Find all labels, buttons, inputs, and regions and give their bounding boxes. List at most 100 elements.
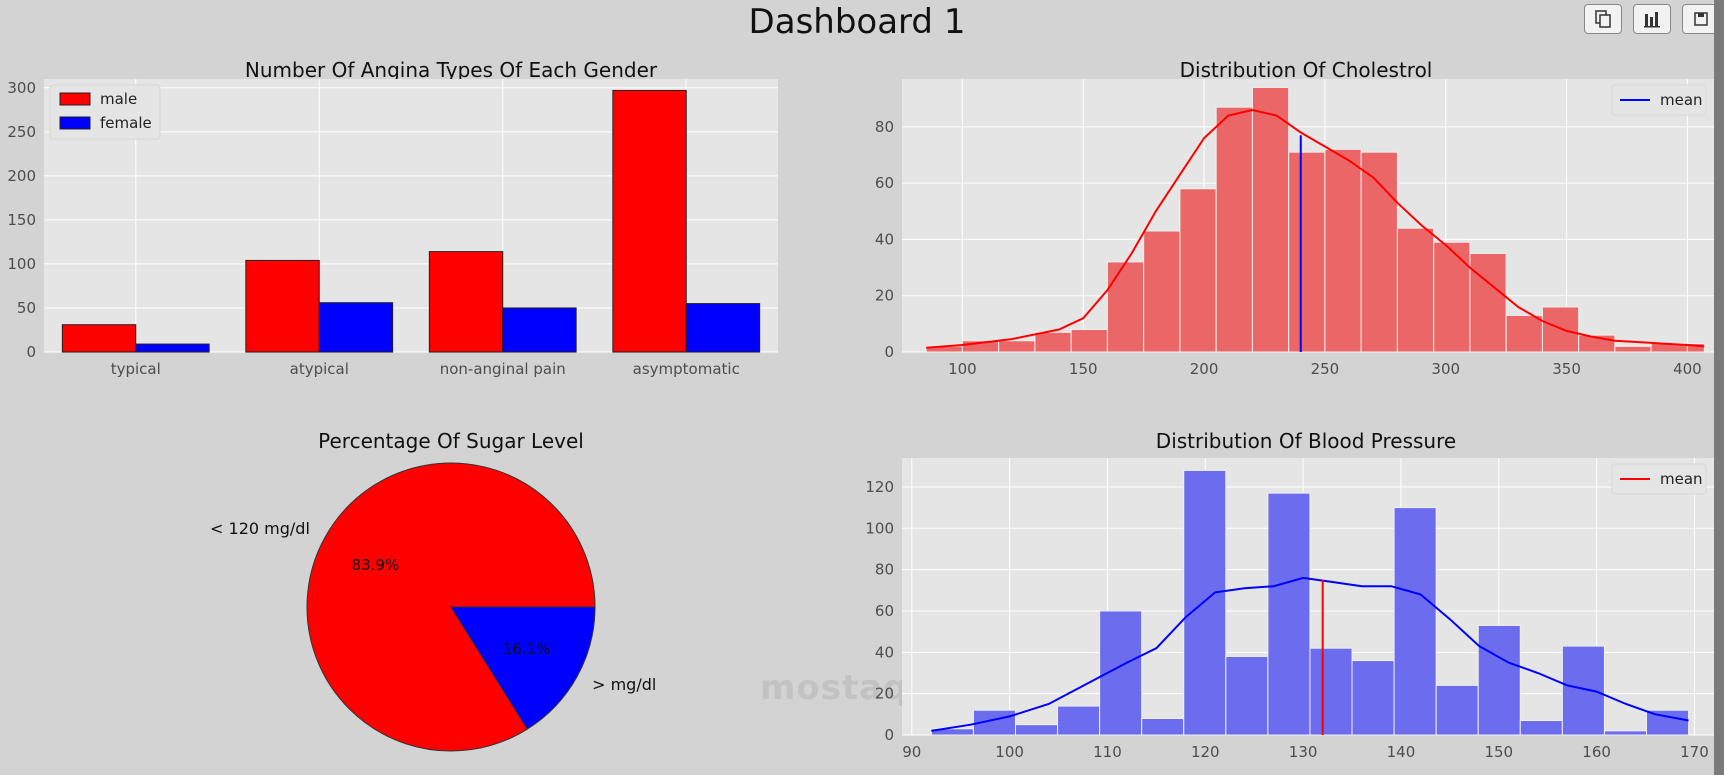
y-tick-label: 40 (875, 643, 894, 661)
copy-button[interactable] (1584, 4, 1622, 34)
bp-layer-legend: mean (1611, 463, 1707, 495)
hist-bar-7 (1179, 188, 1217, 353)
save-button[interactable] (1682, 4, 1720, 34)
x-tick-label: 200 (1190, 360, 1219, 378)
hist-bar-2 (998, 340, 1036, 353)
x-tick-label: 350 (1552, 360, 1581, 378)
legend-swatch-female (59, 116, 91, 130)
y-tick-label: 250 (7, 123, 36, 141)
legend-label-female: female (100, 114, 152, 132)
x-tick-label: 150 (1069, 360, 1098, 378)
hist-bar-3 (1057, 705, 1101, 736)
y-tick-label: 20 (875, 287, 894, 305)
y-tick-label: 0 (884, 343, 894, 361)
hist-bar-8 (1215, 106, 1253, 353)
chart-button[interactable] (1633, 4, 1671, 34)
x-tick-label: 100 (995, 743, 1024, 761)
blood-pressure-histogram: Distribution Of Blood Pressure 90 100 110 1… (865, 429, 1714, 761)
bar-male-0 (61, 324, 137, 353)
hist-bar-5 (1141, 717, 1185, 736)
hist-bar-11 (1324, 148, 1362, 353)
hist-bar-9 (1309, 647, 1353, 736)
hist-bar-14 (1433, 241, 1471, 353)
hist-bar-3 (1034, 331, 1072, 353)
y-tick-label: 80 (875, 118, 894, 136)
pie-label-1: > mg/dl (592, 675, 656, 694)
y-tick-label: 100 (7, 255, 36, 273)
y-tick-label: 40 (875, 230, 894, 248)
hist-bar-6 (1183, 469, 1227, 736)
legend-box (1611, 463, 1707, 495)
hist-bar-19 (1614, 345, 1652, 353)
blood-pressure-chart-title: Distribution Of Blood Pressure (1156, 429, 1456, 453)
x-tick-label: 130 (1289, 743, 1318, 761)
x-tick-label: 140 (1387, 743, 1416, 761)
x-tick-label: 110 (1093, 743, 1122, 761)
bar-chart-icon (1644, 12, 1660, 28)
hist-bar-6 (1143, 230, 1181, 353)
copy-icon (1595, 10, 1611, 28)
hist-bar-16 (1505, 314, 1543, 353)
hist-bar-13 (1477, 624, 1521, 736)
hist-bar-12 (1360, 151, 1398, 353)
legend-label-mean: mean (1660, 470, 1703, 488)
x-tick-label: atypical (290, 360, 349, 378)
hist-bar-16 (1603, 730, 1647, 736)
hist-bar-15 (1469, 252, 1507, 353)
x-tick-label: 300 (1431, 360, 1460, 378)
x-tick-label: 90 (902, 743, 921, 761)
bar-male-2 (428, 251, 504, 353)
hist-bar-7 (1225, 655, 1269, 736)
hist-bar-5 (1106, 261, 1145, 353)
x-tick-label: 170 (1680, 743, 1709, 761)
y-tick-label: 60 (875, 174, 894, 192)
legend-label-mean: mean (1660, 91, 1703, 109)
legend-swatch-male (59, 92, 91, 106)
bar-female-1 (318, 302, 394, 353)
angina-legend: male female (49, 84, 161, 140)
sugar-chart-title: Percentage Of Sugar Level (318, 429, 584, 453)
x-tick-label: 250 (1311, 360, 1340, 378)
x-tick-label: 150 (1484, 743, 1513, 761)
bar-female-3 (685, 303, 761, 353)
pie-pct-label-0: 83.9% (352, 556, 400, 574)
hist-bar-9 (1251, 86, 1290, 353)
dashboard-title: Dashboard 1 (748, 2, 966, 42)
y-tick-label: 100 (865, 519, 894, 537)
save-icon (1694, 12, 1708, 26)
hist-bar-13 (1396, 227, 1435, 353)
pie-label-0: < 120 mg/dl (210, 519, 310, 538)
hist-bar-10 (1288, 151, 1326, 353)
hist-bar-10 (1351, 660, 1395, 736)
scrollbar[interactable] (1714, 0, 1724, 775)
y-tick-label: 20 (875, 685, 894, 703)
x-tick-label: 120 (1191, 743, 1220, 761)
y-tick-label: 50 (17, 299, 36, 317)
x-tick-label: 160 (1582, 743, 1611, 761)
pie-pct-label-1: 16.1% (503, 640, 551, 658)
hist-bar-2 (1014, 724, 1059, 736)
legend-label-male: male (100, 90, 137, 108)
hist-bar-12 (1435, 684, 1479, 736)
x-tick-label: asymptomatic (633, 360, 740, 378)
hist-bar-4 (1070, 328, 1108, 353)
x-tick-label: 100 (948, 360, 977, 378)
cholesterol-histogram: Distribution Of Cholestrol 100 150 200 250 3… (875, 58, 1714, 378)
y-tick-label: 300 (7, 79, 36, 97)
legend-box (1611, 84, 1707, 116)
hist-bar-8 (1267, 492, 1311, 736)
y-tick-label: 0 (884, 726, 894, 744)
hist-bar-21 (1686, 343, 1705, 353)
chol-layer-legend: mean (1611, 84, 1707, 116)
bar-female-0 (135, 343, 210, 353)
y-tick-label: 0 (26, 343, 36, 361)
x-tick-label: typical (111, 360, 161, 378)
bar-female-2 (502, 307, 577, 353)
y-tick-label: 120 (865, 478, 894, 496)
hist-bar-15 (1561, 645, 1605, 736)
x-tick-label: non-anginal pain (440, 360, 566, 378)
y-tick-label: 150 (7, 211, 36, 229)
pie-slice-1 (450, 606, 596, 730)
bar-male-3 (612, 89, 687, 353)
y-tick-label: 200 (7, 167, 36, 185)
